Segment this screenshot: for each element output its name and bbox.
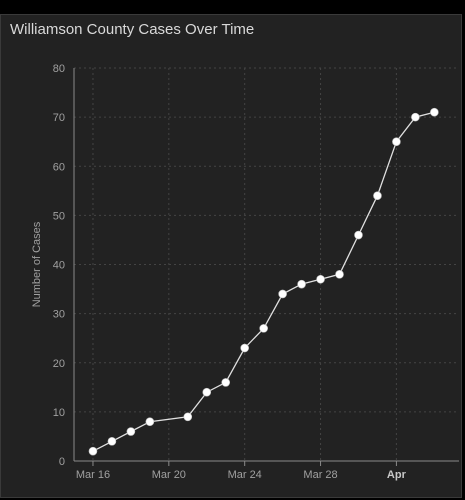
data-point: [221, 378, 231, 387]
data-point: [354, 230, 363, 240]
data-point: [183, 412, 193, 422]
data-point: [259, 324, 268, 333]
data-point: [202, 387, 212, 397]
data-point: [373, 191, 382, 201]
data-point: [392, 137, 401, 146]
data-point: [88, 446, 98, 456]
chart-title: Williamson County Cases Over Time: [10, 21, 255, 38]
data-point: [240, 343, 249, 353]
x-tick-label: Mar 16: [76, 469, 110, 481]
y-tick-label: 20: [53, 358, 65, 370]
y-tick-label: 10: [53, 407, 65, 419]
data-point: [145, 417, 155, 427]
y-tick-label: 60: [53, 161, 65, 173]
data-point: [316, 274, 325, 284]
y-tick-label: 70: [53, 112, 65, 124]
y-tick-label: 40: [53, 260, 65, 272]
data-point: [335, 270, 344, 279]
data-point: [430, 107, 439, 117]
data-point: [297, 279, 306, 289]
y-tick-label: 30: [53, 309, 65, 321]
y-tick-label: 50: [53, 210, 65, 222]
series-line: [92, 111, 435, 452]
data-point: [126, 427, 136, 436]
y-tick-label: 80: [53, 63, 65, 75]
data-point: [411, 112, 420, 122]
x-tick-label: Apr: [387, 469, 407, 481]
x-tick-label: Mar 28: [303, 469, 337, 481]
x-tick-label: Mar 24: [228, 469, 262, 481]
chart-panel: Williamson County Cases Over Time: [0, 14, 462, 498]
data-point: [278, 289, 287, 299]
y-tick-label: 0: [59, 456, 65, 468]
data-point: [107, 437, 117, 446]
x-tick-label: Mar 20: [152, 469, 186, 481]
y-axis-title: Number of Cases: [31, 221, 43, 307]
